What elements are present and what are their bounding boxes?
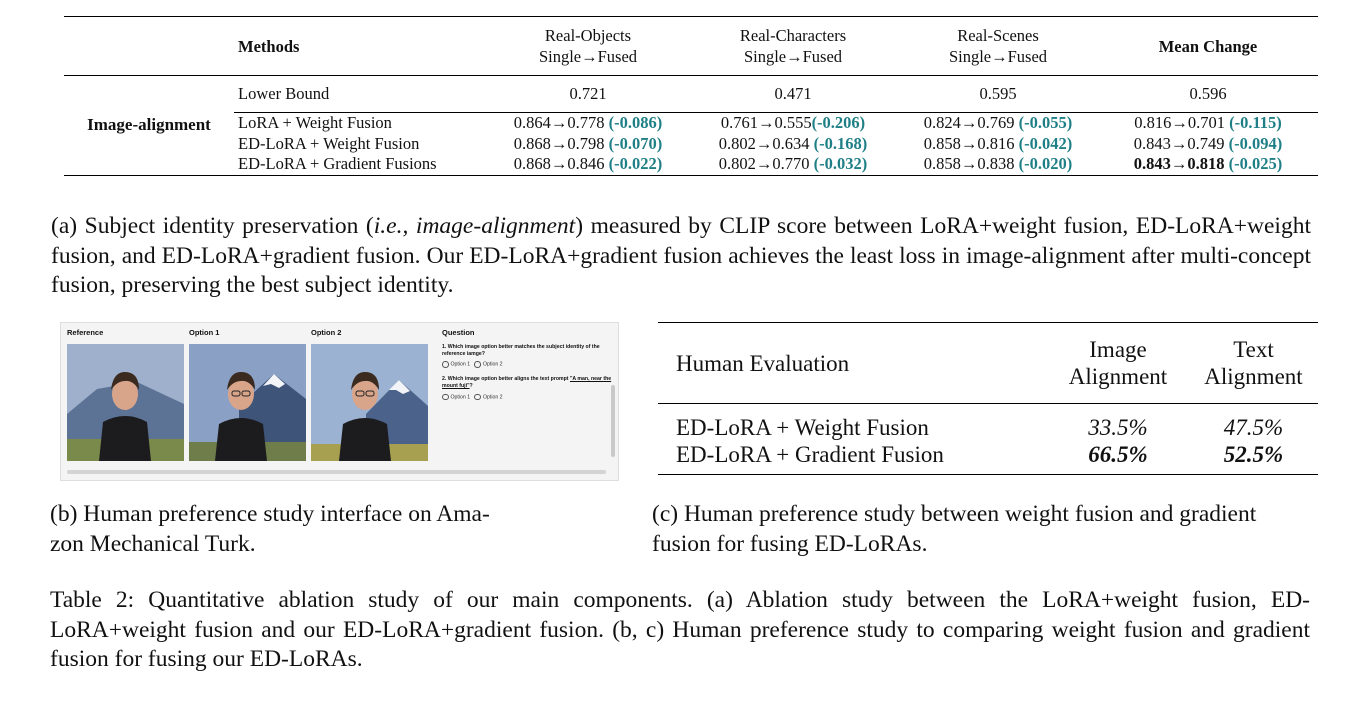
radio-q2-option-2[interactable] xyxy=(474,393,481,401)
header-methods: Methods xyxy=(238,36,300,56)
column-reference: Reference xyxy=(67,328,104,337)
methods-cell: ED-LoRA + Weight Fusion ED-LoRA + Gradie… xyxy=(676,415,944,467)
ablation-table-a: Methods Real-Objects Single→Fused Real-C… xyxy=(64,16,1318,176)
column-question: Question xyxy=(442,328,475,337)
row-group-label: Image-alignment xyxy=(64,75,234,176)
caption-b: (b) Human preference study interface on … xyxy=(50,501,490,557)
option-2-image xyxy=(311,344,428,461)
lower-bound-mean: 0.596 xyxy=(1189,84,1227,103)
image-alignment-cell: 33.5% 66.5% xyxy=(1088,415,1148,467)
reference-image xyxy=(67,344,184,461)
horizontal-scrollbar[interactable] xyxy=(67,470,606,474)
objects-cell: 0.864→0.778 (-0.086) 0.868→0.798 (-0.070… xyxy=(513,113,663,173)
mean-cell: 0.816→0.701 (-0.115) 0.843→0.749 (-0.094… xyxy=(1133,113,1283,173)
radio-q1-option-1[interactable] xyxy=(442,361,449,368)
caption-a: (a) Subject identity preservation (i.e.,… xyxy=(51,213,1311,298)
table-row: ED-LoRA + Weight Fusion ED-LoRA + Gradie… xyxy=(658,403,1318,475)
vertical-scrollbar[interactable] xyxy=(611,385,615,457)
header-image-alignment: Image Alignment xyxy=(1068,337,1168,389)
column-option-2: Option 2 xyxy=(311,328,342,337)
human-evaluation-table: Human Evaluation Image Alignment Text Al… xyxy=(658,322,1318,475)
table-row: Image-alignment Lower Bound 0.721 0.471 … xyxy=(64,75,1318,176)
text-alignment-cell: 47.5% 52.5% xyxy=(1223,415,1284,467)
question-1: 1. Which image option better matches the… xyxy=(442,344,600,357)
column-option-1: Option 1 xyxy=(189,328,220,337)
lower-bound-scenes: 0.595 xyxy=(979,84,1017,103)
header-mean-change: Mean Change xyxy=(1158,36,1258,56)
table-a-header-row: Methods Real-Objects Single→Fused Real-C… xyxy=(64,16,1318,76)
header-text-alignment: Text Alignment xyxy=(1204,337,1303,389)
scenes-cell: 0.824→0.769 (-0.055) 0.858→0.816 (-0.042… xyxy=(923,113,1073,173)
header-real-objects: Real-Objects Single→Fused xyxy=(538,26,638,66)
table-row: LoRA + Weight Fusion ED-LoRA + Weight Fu… xyxy=(64,112,1318,175)
question-panel: 1. Which image option better matches the… xyxy=(442,344,612,409)
characters-cell: 0.761→0.555(-0.206) 0.802→0.634 (-0.168)… xyxy=(718,113,868,173)
question-2: 2. Which image option better aligns the … xyxy=(442,376,612,389)
question-1-options: Option 1 Option 2 xyxy=(442,361,612,368)
lower-bound-characters: 0.471 xyxy=(774,84,812,103)
methods-cell: LoRA + Weight Fusion ED-LoRA + Weight Fu… xyxy=(238,113,437,173)
header-human-evaluation: Human Evaluation xyxy=(676,350,850,376)
header-real-scenes: Real-Scenes Single→Fused xyxy=(948,26,1048,66)
question-2-options: Option 1 Option 2 xyxy=(442,393,612,401)
lower-bound-objects: 0.721 xyxy=(569,84,607,103)
lower-bound-label: Lower Bound xyxy=(238,84,330,103)
table-c-header-row: Human Evaluation Image Alignment Text Al… xyxy=(658,322,1318,404)
table-caption: Table 2: Quantitative ablation study of … xyxy=(50,587,1310,672)
option-1-image xyxy=(189,344,306,461)
radio-q1-option-2[interactable] xyxy=(474,361,481,368)
radio-q2-option-1[interactable] xyxy=(442,393,449,401)
caption-c: (c) Human preference study between weigh… xyxy=(652,501,1257,557)
mturk-interface-screenshot: Reference Option 1 Option 2 Question xyxy=(60,322,619,481)
header-real-characters: Real-Characters Single→Fused xyxy=(739,26,847,66)
